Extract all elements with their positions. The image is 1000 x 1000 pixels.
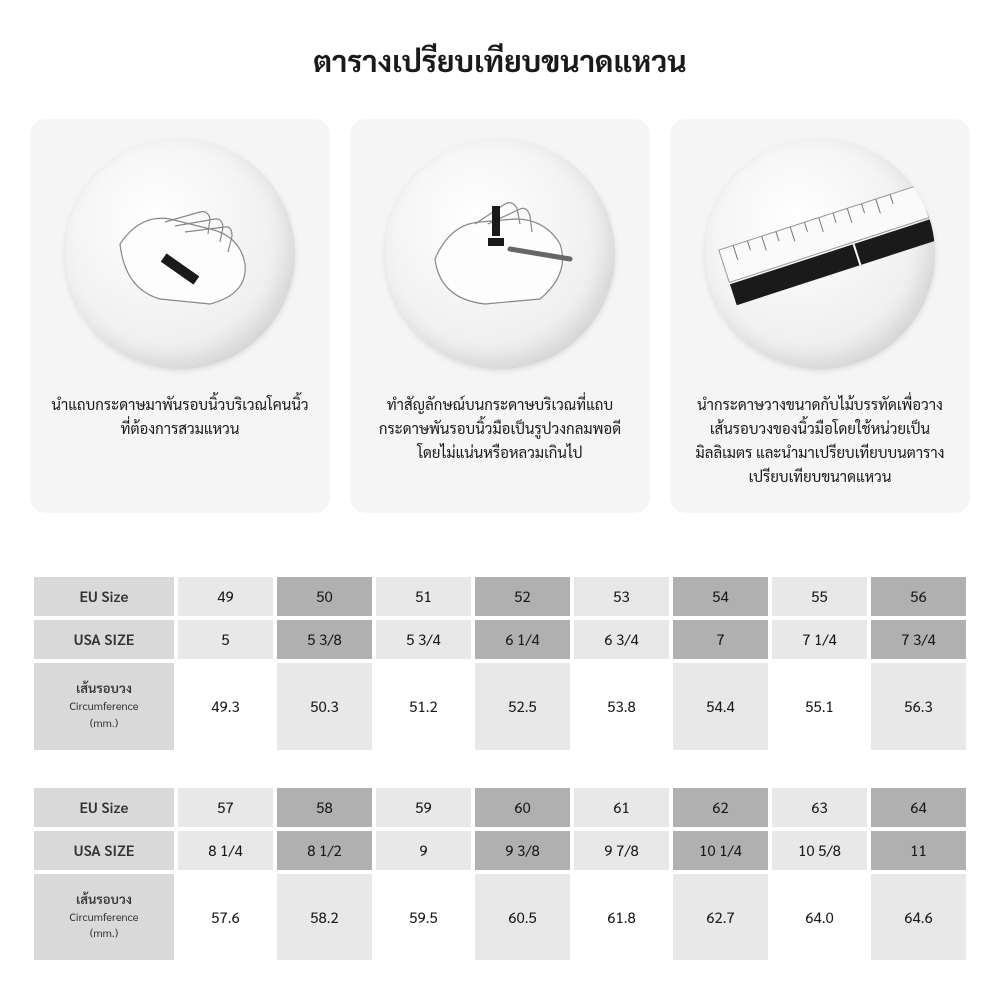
table-row: EU Size 49 50 51 52 53 54 55 56	[34, 577, 966, 616]
ruler-icon	[705, 139, 935, 369]
label: Circumference	[70, 909, 139, 924]
size-table-2: EU Size 57 58 59 60 61 62 63 64 USA SIZE…	[30, 784, 970, 965]
cell: 54	[673, 577, 768, 616]
cell: 10 5/8	[772, 831, 867, 870]
cell: 5 3/4	[376, 620, 471, 659]
hand-mark-icon	[410, 164, 590, 344]
label: เส้นรอบวง	[76, 891, 132, 908]
cell: 49	[178, 577, 273, 616]
cell: 58.2	[277, 874, 372, 961]
cell: 57.6	[178, 874, 273, 961]
steps-row: นำแถบกระดาษมาพันรอบนิ้วบริเวณโคนนิ้ว ที่…	[30, 119, 970, 513]
label: Circumference	[70, 698, 139, 713]
cell: 59.5	[376, 874, 471, 961]
table-row: เส้นรอบวง Circumference (mm.) 57.6 58.2 …	[34, 874, 966, 961]
cell: 7 3/4	[871, 620, 966, 659]
cell: 59	[376, 788, 471, 827]
table-row: เส้นรอบวง Circumference (mm.) 49.3 50.3 …	[34, 663, 966, 750]
row-header-usa: USA SIZE	[34, 831, 174, 870]
cell: 64.6	[871, 874, 966, 961]
cell: 9	[376, 831, 471, 870]
table-row: USA SIZE 5 5 3/8 5 3/4 6 1/4 6 3/4 7 7 1…	[34, 620, 966, 659]
cell: 61.8	[574, 874, 669, 961]
label: (mm.)	[90, 925, 118, 940]
cell: 53.8	[574, 663, 669, 750]
label: เส้นรอบวง	[76, 680, 132, 697]
table-row: USA SIZE 8 1/4 8 1/2 9 9 3/8 9 7/8 10 1/…	[34, 831, 966, 870]
cell: 56	[871, 577, 966, 616]
table-row: EU Size 57 58 59 60 61 62 63 64	[34, 788, 966, 827]
cell: 63	[772, 788, 867, 827]
cell: 57	[178, 788, 273, 827]
cell: 9 3/8	[475, 831, 570, 870]
cell: 60.5	[475, 874, 570, 961]
cell: 6 1/4	[475, 620, 570, 659]
cell: 49.3	[178, 663, 273, 750]
cell: 52.5	[475, 663, 570, 750]
size-tables: EU Size 49 50 51 52 53 54 55 56 USA SIZE…	[30, 573, 970, 964]
cell: 61	[574, 788, 669, 827]
cell: 53	[574, 577, 669, 616]
size-table-1: EU Size 49 50 51 52 53 54 55 56 USA SIZE…	[30, 573, 970, 754]
step-illustration	[385, 139, 615, 369]
cell: 62.7	[673, 874, 768, 961]
step-text: นำกระดาษวางขนาดกับไม้บรรทัดเพื่อวางเส้นร…	[686, 393, 954, 489]
row-header-circ: เส้นรอบวง Circumference (mm.)	[34, 874, 174, 961]
cell: 10 1/4	[673, 831, 768, 870]
cell: 50.3	[277, 663, 372, 750]
step-text: ทำสัญลักษณ์บนกระดาษบริเวณที่แถบกระดาษพัน…	[366, 393, 634, 465]
cell: 60	[475, 788, 570, 827]
cell: 56.3	[871, 663, 966, 750]
cell: 50	[277, 577, 372, 616]
hand-wrap-icon	[90, 164, 270, 344]
cell: 64	[871, 788, 966, 827]
cell: 7 1/4	[772, 620, 867, 659]
cell: 51	[376, 577, 471, 616]
cell: 7	[673, 620, 768, 659]
step-card: นำกระดาษวางขนาดกับไม้บรรทัดเพื่อวางเส้นร…	[670, 119, 970, 513]
cell: 8 1/4	[178, 831, 273, 870]
cell: 8 1/2	[277, 831, 372, 870]
page-title: ตารางเปรียบเทียบขนาดแหวน	[30, 40, 970, 79]
row-header-circ: เส้นรอบวง Circumference (mm.)	[34, 663, 174, 750]
cell: 6 3/4	[574, 620, 669, 659]
row-header-usa: USA SIZE	[34, 620, 174, 659]
label: (mm.)	[90, 715, 118, 730]
cell: 55	[772, 577, 867, 616]
step-illustration	[65, 139, 295, 369]
cell: 55.1	[772, 663, 867, 750]
cell: 5	[178, 620, 273, 659]
cell: 9 7/8	[574, 831, 669, 870]
step-card: ทำสัญลักษณ์บนกระดาษบริเวณที่แถบกระดาษพัน…	[350, 119, 650, 513]
cell: 64.0	[772, 874, 867, 961]
step-illustration	[705, 139, 935, 369]
cell: 52	[475, 577, 570, 616]
row-header-eu: EU Size	[34, 577, 174, 616]
cell: 51.2	[376, 663, 471, 750]
step-card: นำแถบกระดาษมาพันรอบนิ้วบริเวณโคนนิ้ว ที่…	[30, 119, 330, 513]
cell: 5 3/8	[277, 620, 372, 659]
cell: 58	[277, 788, 372, 827]
cell: 62	[673, 788, 768, 827]
cell: 54.4	[673, 663, 768, 750]
row-header-eu: EU Size	[34, 788, 174, 827]
step-text: นำแถบกระดาษมาพันรอบนิ้วบริเวณโคนนิ้ว ที่…	[46, 393, 314, 441]
cell: 11	[871, 831, 966, 870]
